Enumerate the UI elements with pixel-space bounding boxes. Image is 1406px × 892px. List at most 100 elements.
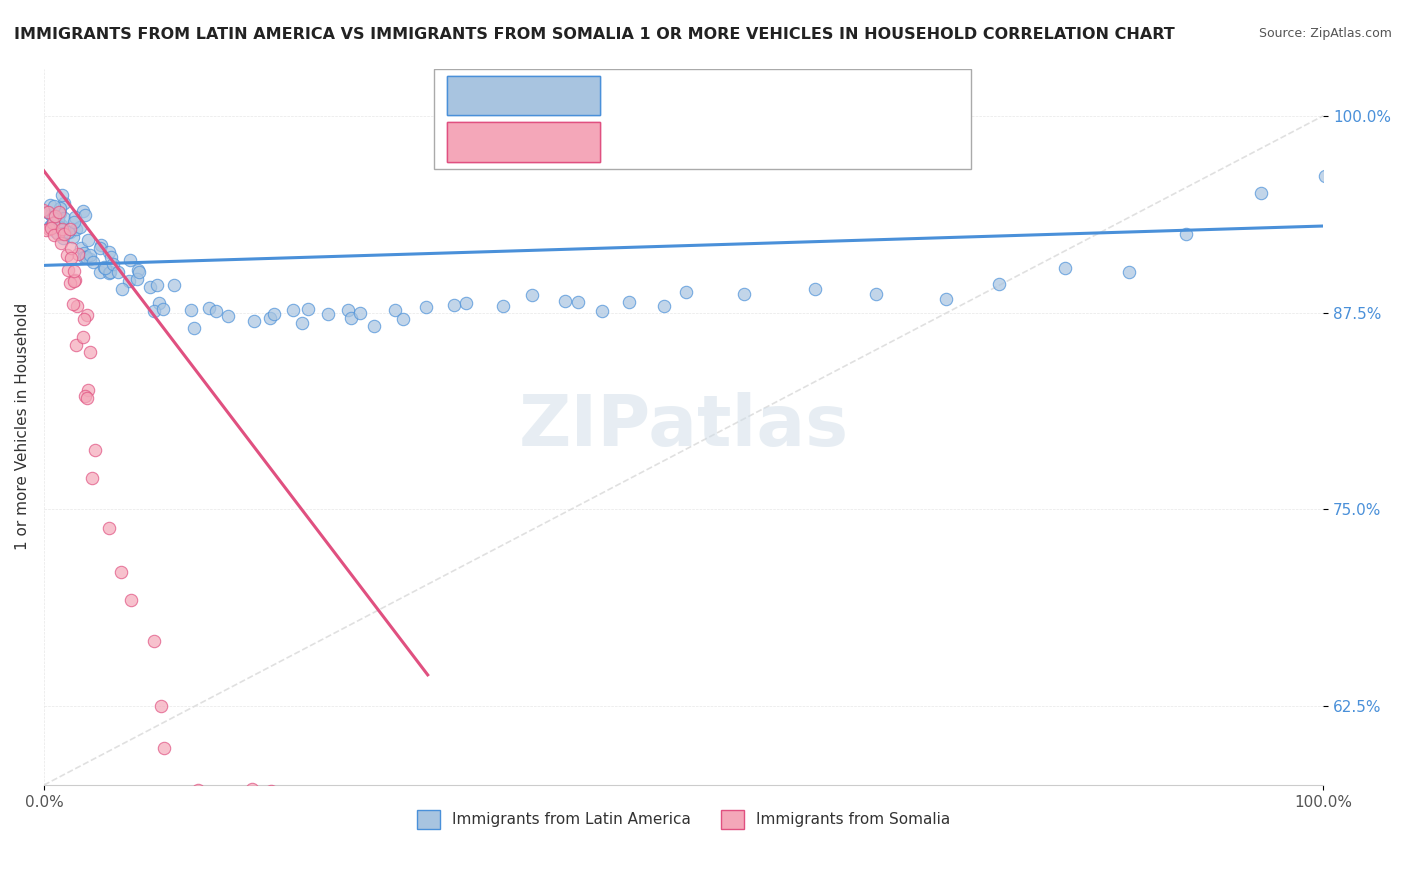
Point [652,299,675,313]
Point [163,278,186,293]
Point [70,241,93,255]
Point [59,276,82,290]
Point [51,236,73,251]
Point [456,296,478,310]
Point [44,228,66,243]
Point [38,219,60,233]
Point [152,302,174,317]
Legend: Immigrants from Latin America, Immigrants from Somalia: Immigrants from Latin America, Immigrant… [411,804,956,835]
Point [127,263,149,277]
Point [363,318,385,333]
Point [41,208,63,222]
Point [37,205,59,219]
Point [339,311,361,326]
Point [65,338,87,352]
Point [619,294,641,309]
Point [187,782,209,797]
Point [733,286,755,301]
Point [337,302,360,317]
Point [128,265,150,279]
Point [58,263,80,277]
Point [59,241,82,255]
Point [63,264,86,278]
Point [127,272,149,286]
Point [39,197,62,211]
Point [66,299,89,313]
Point [354,787,377,801]
Point [97,266,120,280]
Point [44,209,66,223]
Point [110,565,132,579]
Point [48,205,70,219]
FancyBboxPatch shape [447,122,600,161]
Point [1313,169,1336,184]
Point [243,314,266,328]
Point [59,251,82,265]
FancyBboxPatch shape [434,69,972,169]
Point [384,303,406,318]
Point [63,210,86,224]
Y-axis label: 1 or more Vehicles in Household: 1 or more Vehicles in Household [15,303,30,550]
Point [554,293,576,308]
Point [69,219,91,234]
FancyBboxPatch shape [447,76,600,115]
Text: R = -0.448   N =   75: R = -0.448 N = 75 [620,133,824,151]
Point [567,295,589,310]
Point [66,247,89,261]
Point [56,225,79,239]
Point [72,250,94,264]
Point [675,285,697,300]
Point [143,634,166,648]
Point [89,241,111,255]
Point [987,277,1010,291]
Text: IMMIGRANTS FROM LATIN AMERICA VS IMMIGRANTS FROM SOMALIA 1 OR MORE VEHICLES IN H: IMMIGRANTS FROM LATIN AMERICA VS IMMIGRA… [14,27,1175,42]
Point [59,225,82,239]
Point [291,316,314,330]
Point [142,303,165,318]
Point [65,222,87,236]
Point [53,196,76,211]
Point [935,292,957,306]
Point [62,215,84,229]
Point [84,443,107,458]
Point [804,283,827,297]
Point [1175,227,1198,241]
Point [72,312,94,326]
Point [49,201,72,215]
Point [145,278,167,293]
Point [98,265,121,279]
Point [76,309,98,323]
Point [492,300,515,314]
Point [118,274,141,288]
Point [420,821,443,835]
Point [76,383,98,397]
Point [41,221,63,235]
Point [297,301,319,316]
Point [42,216,65,230]
Point [49,220,72,235]
Point [349,306,371,320]
Point [32,202,55,217]
Point [415,301,437,315]
Text: ZIPatlas: ZIPatlas [519,392,849,461]
Point [76,391,98,405]
Point [55,248,77,262]
Point [260,784,283,798]
Point [52,211,75,226]
Point [62,297,84,311]
Point [97,521,120,535]
Point [39,219,62,234]
Point [316,307,339,321]
Point [183,321,205,335]
Point [97,245,120,260]
Point [391,311,413,326]
Point [522,288,544,302]
Point [35,223,58,237]
Point [217,309,239,323]
Point [82,255,104,269]
Point [45,225,67,239]
Point [89,238,111,252]
Point [139,280,162,294]
Point [59,222,82,236]
Point [443,298,465,312]
